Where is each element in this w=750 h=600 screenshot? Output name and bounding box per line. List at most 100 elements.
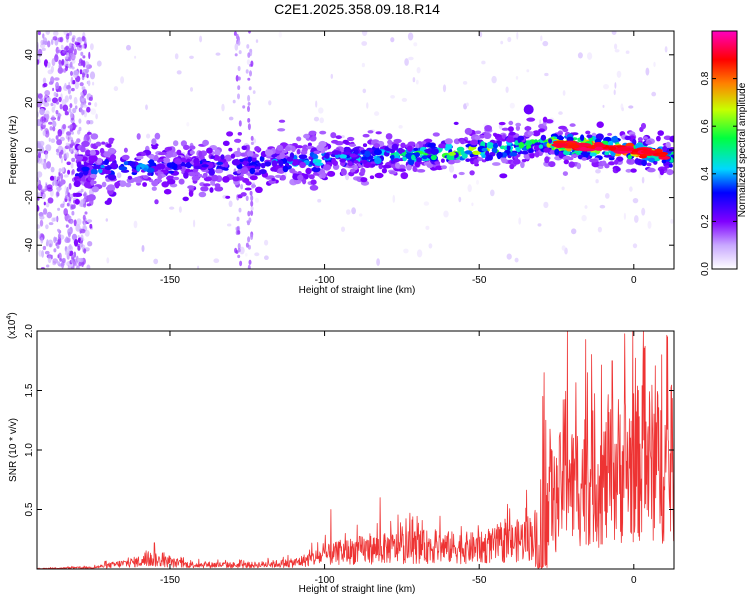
spectrogram-ridge-blob — [381, 168, 387, 174]
spectrogram-ridge-blob — [279, 152, 286, 160]
spectrogram-ridge-blob — [167, 146, 172, 151]
spectrogram-ridge-blob — [501, 157, 508, 164]
spectrogram-ridge-blob — [515, 122, 522, 127]
spectrogram-noise-blob — [238, 120, 242, 127]
spectrogram-ridge-blob — [305, 167, 312, 175]
spectrogram-noise-blob — [69, 111, 73, 119]
spectrogram-panel: -150 -100 -50 0 -40 -20 0 20 40 Height of strai… — [8, 30, 675, 296]
spectrogram-noise-blob — [249, 190, 253, 196]
spectrogram-noise-blob — [476, 179, 479, 185]
spectrogram-noise-blob — [178, 206, 182, 213]
spectrogram-noise-blob — [90, 43, 94, 51]
spectrogram-ridge-blob — [477, 157, 483, 162]
spectrogram-noise-blob — [56, 139, 62, 146]
spectrogram-ridge-blob — [298, 154, 308, 160]
spectrogram-noise-blob — [50, 76, 55, 85]
spectrogram-noise-blob — [634, 215, 639, 223]
spectrogram-noise-blob — [141, 245, 145, 252]
spectrogram-noise-blob — [61, 167, 65, 172]
spectrogram-noise-blob — [68, 42, 72, 49]
spectrogram-ridge-blob — [509, 163, 515, 170]
spectrogram-noise-blob — [86, 73, 89, 79]
spectrogram-noise-blob — [597, 226, 603, 233]
spectrogram-core-blob — [594, 143, 606, 148]
spectrogram-noise-blob — [68, 107, 72, 113]
spectrogram-noise-blob — [81, 98, 85, 102]
spectrogram-noise-blob — [66, 161, 71, 166]
spectrogram-noise-blob — [404, 58, 409, 66]
spectrogram-ridge-blob — [521, 159, 527, 163]
spectrogram-noise-blob — [71, 233, 78, 241]
spectrogram-noise-blob — [248, 31, 251, 34]
spectrogram-noise-blob — [82, 198, 86, 202]
spectrogram-noise-blob — [69, 61, 73, 68]
spectrogram-ridge-blob — [187, 185, 195, 190]
spectrogram-noise-blob — [398, 125, 403, 129]
spectrogram-noise-blob — [87, 80, 91, 87]
spectrogram-ridge-blob — [398, 168, 407, 172]
spectrogram-ridge-blob — [284, 146, 291, 152]
spectrogram-ridge-blob — [422, 156, 427, 160]
spectrogram-ridge-blob — [282, 165, 289, 173]
spectrogram-ridge-blob — [615, 167, 621, 172]
spectrogram-ridge-blob — [524, 140, 533, 146]
spectrogram-noise-blob — [39, 219, 44, 227]
spectrogram-noise-blob — [250, 200, 254, 207]
spectrogram-core-blob — [568, 144, 580, 149]
spectrogram-noise-blob — [237, 65, 241, 72]
spectrogram-noise-blob — [481, 60, 486, 65]
spectrogram-ridge-blob — [182, 196, 189, 202]
spectrogram-ridge-blob — [101, 181, 107, 188]
spectrogram-ridge-blob — [253, 172, 262, 176]
spectrogram-ridge-blob — [611, 136, 618, 143]
spectrogram-noise-blob — [361, 62, 365, 68]
spectrogram-noise-blob — [65, 33, 70, 40]
spectrogram-noise-blob — [313, 116, 320, 122]
spectrogram-ridge-blob — [347, 161, 353, 167]
spectrogram-noise-blob — [60, 203, 65, 208]
colorbar-label: Normalized spectral amplitude — [737, 82, 748, 217]
spectrogram-ridge-blob — [143, 167, 148, 172]
spectrogram-ridge-blob — [200, 186, 209, 192]
spectrogram-noise-blob — [246, 44, 250, 49]
spectrogram-noise-blob — [558, 111, 563, 115]
snr-panel: -150 -100 -50 0 0.5 1.0 1.5 2.0 Height of stra… — [6, 312, 675, 595]
spectrogram-noise-blob — [78, 261, 82, 267]
spectrogram-ridge-blob — [540, 134, 547, 141]
spectrogram-noise-blob — [60, 262, 64, 266]
spectrogram-ridge-blob — [353, 160, 359, 164]
spectrogram-ridge-blob — [73, 180, 81, 188]
spectrogram-noise-blob — [341, 226, 345, 232]
spectrogram-ridge-blob — [548, 138, 553, 144]
spectrogram-feature-blob — [523, 104, 534, 115]
spectrogram-noise-blob — [47, 255, 52, 264]
spectrogram-ridge-blob — [586, 134, 593, 139]
spectrogram-noise-blob — [38, 93, 43, 100]
spectrogram-noise-blob — [595, 169, 601, 174]
spectrogram-ridge-blob — [323, 164, 331, 171]
spectrogram-noise-blob — [248, 259, 252, 265]
spectrogram-noise-blob — [37, 230, 41, 239]
spectrogram-noise-blob — [245, 195, 249, 201]
spectrogram-ridge-blob — [554, 148, 560, 156]
spectrogram-ridge-blob — [241, 145, 247, 151]
spectrogram-noise-blob — [84, 229, 90, 237]
spectrogram-noise-blob — [59, 258, 63, 262]
spectrogram-noise-blob — [126, 44, 131, 51]
spectrogram-noise-blob — [52, 87, 55, 92]
spectrogram-noise-blob — [53, 31, 59, 36]
spectrogram-ridge-blob — [568, 161, 575, 168]
spectrogram-noise-blob — [250, 141, 254, 145]
spectrogram-noise-blob — [647, 220, 652, 229]
spectrogram-ridge-blob — [543, 147, 551, 153]
spectrogram-noise-blob — [632, 243, 638, 249]
spectrogram-ridge-blob — [264, 161, 272, 167]
spectrogram-ridge-blob — [206, 147, 213, 154]
spectrogram-noise-blob — [42, 130, 46, 136]
spectrogram-noise-blob — [46, 264, 50, 268]
spectrogram-noise-blob — [428, 243, 433, 249]
spectrogram-ridge-blob — [569, 123, 576, 127]
spectrogram-ridge-blob — [255, 166, 261, 170]
spectrogram-noise-blob — [90, 94, 93, 101]
spectrogram-noise-blob — [55, 135, 59, 140]
